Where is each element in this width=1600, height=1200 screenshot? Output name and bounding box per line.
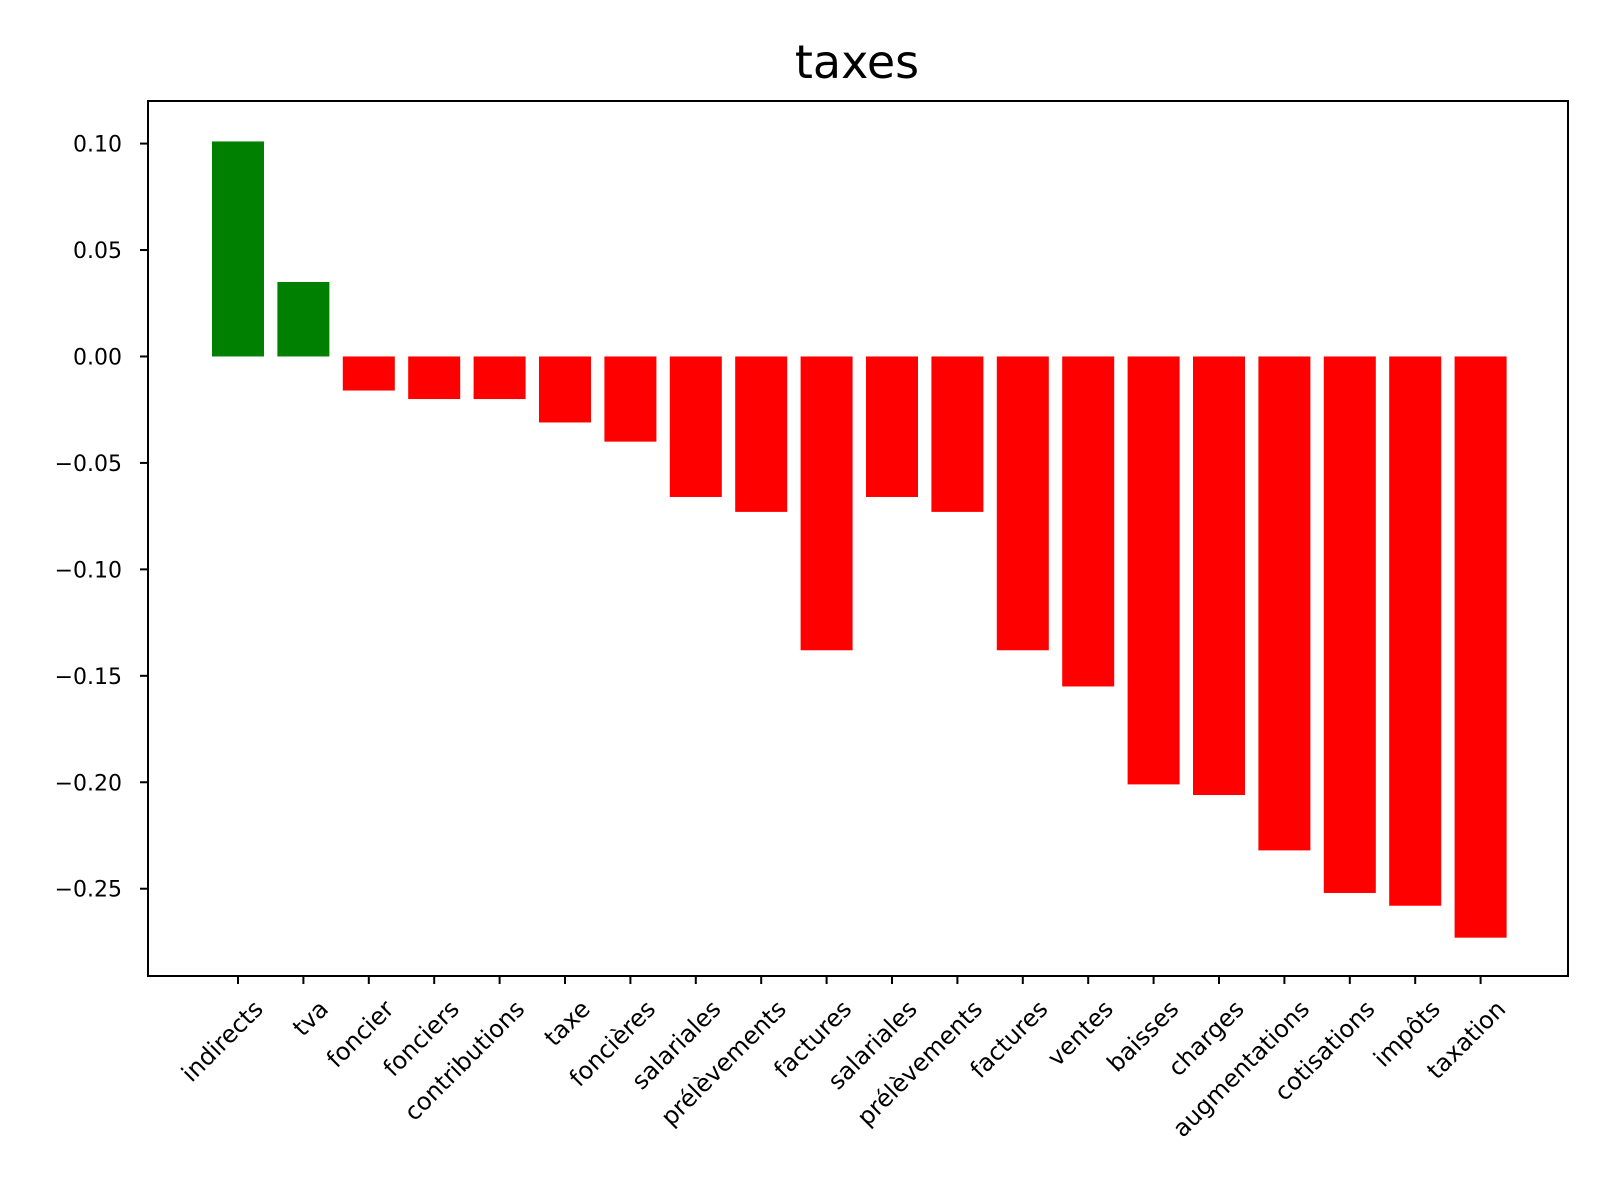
bar-11 <box>931 356 984 512</box>
y-tick-label: 0.05 <box>73 239 122 264</box>
bar-17 <box>1323 356 1376 893</box>
bar-19 <box>1454 356 1507 938</box>
bar-13 <box>1062 356 1115 687</box>
y-tick-label: −0.20 <box>55 771 122 796</box>
bar-16 <box>1258 356 1311 851</box>
bar-1 <box>277 281 330 357</box>
bar-3 <box>408 356 461 400</box>
y-tick-label: −0.10 <box>55 558 122 583</box>
y-tick-label: 0.10 <box>73 133 122 158</box>
x-axis: indirects tvafoncierfoncierscontributions… <box>176 976 1511 1143</box>
bar-2 <box>342 356 395 391</box>
bar-5 <box>539 356 591 423</box>
x-category-label: tva <box>287 995 334 1042</box>
bars-group <box>212 141 1507 938</box>
bar-15 <box>1193 356 1245 796</box>
y-tick-label: −0.25 <box>55 878 122 903</box>
y-tick-label: 0.00 <box>73 345 122 370</box>
x-category-label: indirects <box>176 995 269 1088</box>
x-category-label: taxe <box>539 995 596 1052</box>
bar-8 <box>735 356 788 512</box>
bar-6 <box>604 356 657 442</box>
bar-4 <box>473 356 526 400</box>
bar-14 <box>1127 356 1180 785</box>
bar-9 <box>800 356 853 651</box>
bar-10 <box>866 356 918 497</box>
y-axis: 0.10 0.05 0.00 −0.05 −0.10 −0.15 −0.20 −0.25 <box>55 133 148 903</box>
y-tick-label: −0.05 <box>55 452 122 477</box>
plot-frame <box>147 100 1569 977</box>
bar-7 <box>669 356 722 497</box>
y-tick-label: −0.15 <box>55 665 122 690</box>
bar-0 <box>212 141 264 357</box>
chart-title: taxes <box>795 35 919 89</box>
bar-12 <box>996 356 1049 651</box>
bar-18 <box>1389 356 1442 906</box>
